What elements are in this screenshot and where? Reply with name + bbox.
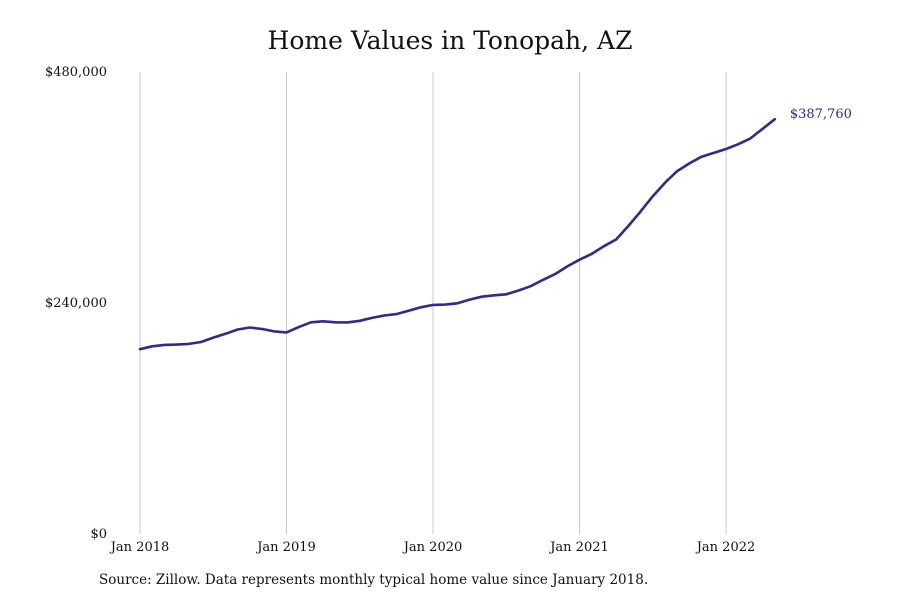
y-tick-label: $240,000 (45, 296, 107, 311)
y-tick-label: $0 (90, 527, 107, 542)
source-note: Source: Zillow. Data represents monthly … (99, 572, 649, 588)
end-value-label: $387,760 (790, 107, 852, 122)
x-tick-label: Jan 2021 (548, 540, 609, 555)
x-tick-label: Jan 2022 (695, 540, 756, 555)
series-line (138, 117, 777, 351)
x-tick-label: Jan 2020 (402, 540, 463, 555)
x-tick-label: Jan 2018 (109, 540, 170, 555)
y-tick-label: $480,000 (45, 65, 107, 80)
chart-title: Home Values in Tonopah, AZ (267, 26, 633, 55)
x-tick-label: Jan 2019 (255, 540, 316, 555)
